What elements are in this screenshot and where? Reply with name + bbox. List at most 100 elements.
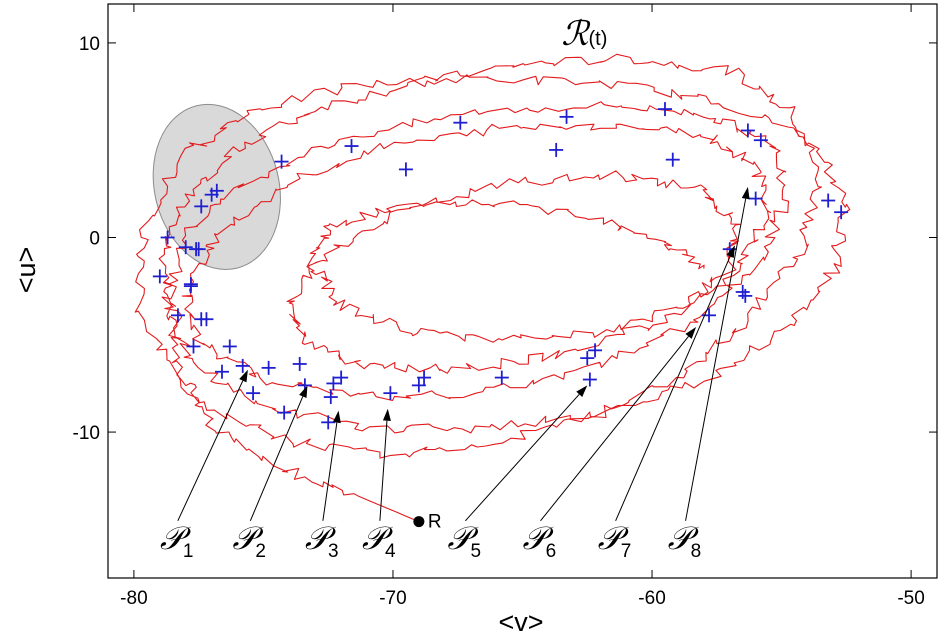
marker-plus <box>559 109 574 124</box>
marker-plus <box>261 360 276 375</box>
arrow-line <box>465 393 580 522</box>
marker-plus <box>160 230 175 245</box>
point-label-6: 𝒫6 <box>523 519 557 562</box>
marker-plus <box>549 142 564 157</box>
point-label-sub: 3 <box>328 541 339 562</box>
arrow-7 <box>615 245 735 522</box>
marker-plus <box>735 284 750 299</box>
y-tick-label: 0 <box>89 228 100 249</box>
marker-plus <box>334 370 349 385</box>
y-tick-label: 10 <box>79 34 100 55</box>
x-tick-label: -50 <box>897 588 924 609</box>
marker-plus <box>494 370 509 385</box>
marker-plus <box>417 370 432 385</box>
point-label-4: 𝒫4 <box>362 519 396 562</box>
point-label-sub: 7 <box>621 541 632 562</box>
arrow-head <box>576 385 588 397</box>
marker-plus <box>274 154 289 169</box>
point-label-1: 𝒫1 <box>160 519 194 562</box>
arrow-5 <box>465 385 588 522</box>
annotations-layer: R ℛ(t) 𝒫1 𝒫2 𝒫3 𝒫4 𝒫5 𝒫6 𝒫7 𝒫8 <box>160 14 750 562</box>
marker-plus <box>383 386 398 401</box>
x-tick-label: -60 <box>638 588 665 609</box>
marker-plus <box>398 162 413 177</box>
arrow-head <box>299 385 308 398</box>
marker-plus <box>748 191 763 206</box>
x-tick-label: -80 <box>120 588 147 609</box>
marker-plus <box>186 339 201 354</box>
marker-plus <box>580 351 595 366</box>
marker-plus <box>588 343 603 358</box>
marker-plus <box>277 405 292 420</box>
marker-plus <box>453 115 468 130</box>
arrow-4 <box>379 408 391 521</box>
point-label-sub: 2 <box>255 541 266 562</box>
marker-plus <box>178 240 193 255</box>
point-label-sub: 4 <box>385 541 396 562</box>
arrow-line <box>379 420 388 521</box>
point-label-3: 𝒫3 <box>305 519 339 562</box>
marker-plus <box>170 308 185 323</box>
start-point <box>413 516 425 528</box>
marker-plus <box>214 364 229 379</box>
trajectory-layer <box>134 53 851 523</box>
marker-plus <box>152 269 167 284</box>
arrow-head <box>685 326 697 339</box>
marker-plus <box>657 102 672 117</box>
point-label-sub: 5 <box>470 541 481 562</box>
marker-plus <box>292 356 307 371</box>
arrow-line <box>249 396 304 522</box>
trajectory-symbol-sub: (t) <box>589 28 608 50</box>
arrow-line <box>540 336 689 522</box>
arrow-line <box>322 422 338 521</box>
marker-plus <box>235 358 250 373</box>
marker-plus <box>209 183 224 198</box>
point-label-7: 𝒫7 <box>598 519 632 562</box>
marker-plus <box>194 199 209 214</box>
x-tick-label: -70 <box>379 588 406 609</box>
marker-plus <box>665 152 680 167</box>
point-label-sub: 1 <box>183 541 194 562</box>
arrow-head <box>726 245 735 258</box>
marker-plus <box>194 312 209 327</box>
arrow-head <box>382 408 391 421</box>
point-label-8: 𝒫8 <box>668 519 702 562</box>
arrow-1 <box>177 369 248 522</box>
marker-plus <box>323 390 338 405</box>
arrow-head <box>239 369 248 383</box>
marker-plus <box>740 123 755 138</box>
trajectory-symbol: ℛ(t) <box>561 14 607 54</box>
start-point-label: R <box>428 512 442 533</box>
axes-layer: -80 -70 -60 -50 10 0 -10 <box>73 3 938 609</box>
trajectory-symbol-main: ℛ <box>561 14 591 54</box>
markers-layer <box>152 102 849 430</box>
arrow-line <box>685 198 747 521</box>
marker-plus <box>189 242 204 257</box>
x-axis-label: <v> <box>498 607 543 637</box>
point-label-sub: 6 <box>546 541 557 562</box>
marker-plus <box>834 205 849 220</box>
marker-plus <box>821 193 836 208</box>
marker-plus <box>411 378 426 393</box>
trajectory-line <box>134 53 851 523</box>
arrow-3 <box>322 410 341 521</box>
marker-plus <box>582 372 597 387</box>
point-label-5: 𝒫5 <box>447 519 481 562</box>
arrow-line <box>615 256 731 522</box>
marker-plus <box>738 288 753 303</box>
marker-plus <box>246 386 261 401</box>
arrow-head <box>741 186 750 200</box>
arrow-line <box>177 380 244 522</box>
y-axis-label: <u> <box>11 247 41 294</box>
arrow-2 <box>249 385 308 522</box>
arrow-8 <box>685 186 750 521</box>
point-label-2: 𝒫2 <box>232 519 266 562</box>
marker-plus <box>222 339 237 354</box>
point-label-sub: 8 <box>691 541 702 562</box>
marker-plus <box>344 139 359 154</box>
marker-plus <box>753 133 768 148</box>
arrow-6 <box>540 326 697 522</box>
arrow-head <box>332 410 341 424</box>
marker-plus <box>321 415 336 430</box>
